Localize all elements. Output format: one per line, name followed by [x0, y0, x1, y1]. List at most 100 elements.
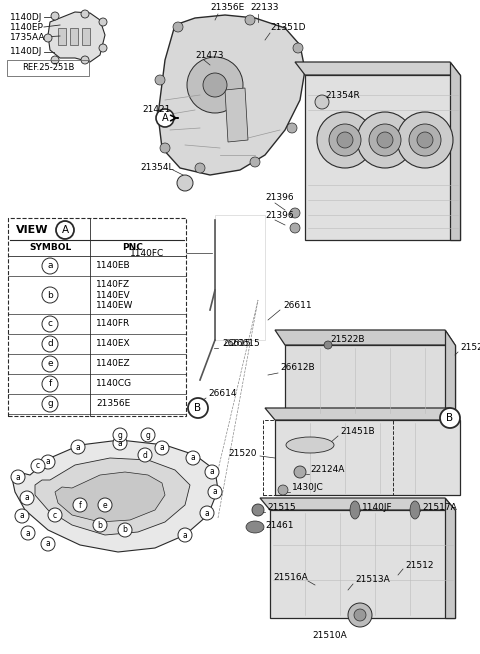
Text: c: c	[53, 511, 57, 519]
Text: A: A	[162, 113, 168, 123]
Circle shape	[138, 448, 152, 462]
Circle shape	[200, 506, 214, 520]
Circle shape	[93, 518, 107, 532]
Circle shape	[42, 356, 58, 372]
Circle shape	[440, 408, 460, 428]
Circle shape	[178, 528, 192, 542]
Text: g: g	[118, 430, 122, 439]
Text: f: f	[79, 500, 82, 509]
Circle shape	[293, 43, 303, 53]
Circle shape	[177, 175, 193, 191]
Text: 26612B: 26612B	[280, 364, 314, 373]
Circle shape	[42, 316, 58, 332]
Text: a: a	[213, 487, 217, 496]
Polygon shape	[270, 510, 455, 618]
Text: 21356E: 21356E	[210, 3, 244, 12]
Text: PNC: PNC	[122, 243, 144, 252]
Circle shape	[329, 124, 361, 156]
Text: b: b	[47, 290, 53, 300]
Ellipse shape	[246, 521, 264, 533]
Circle shape	[208, 485, 222, 499]
Text: 21421: 21421	[142, 105, 170, 114]
Text: B: B	[194, 403, 202, 413]
Circle shape	[205, 465, 219, 479]
Circle shape	[317, 112, 373, 168]
Circle shape	[81, 10, 89, 18]
Text: 21512: 21512	[405, 560, 433, 570]
Text: a: a	[160, 443, 164, 453]
Text: 21451B: 21451B	[340, 428, 374, 436]
Circle shape	[56, 221, 74, 239]
Polygon shape	[58, 28, 66, 45]
Text: A: A	[61, 225, 69, 235]
Polygon shape	[158, 15, 305, 175]
Circle shape	[324, 341, 332, 349]
Polygon shape	[305, 75, 460, 240]
Circle shape	[42, 376, 58, 392]
Text: 1140EB: 1140EB	[96, 262, 131, 271]
Text: ☖26615: ☖26615	[223, 339, 260, 347]
Text: a: a	[46, 458, 50, 466]
Circle shape	[155, 441, 169, 455]
Text: 21351D: 21351D	[270, 24, 305, 33]
Circle shape	[369, 124, 401, 156]
Circle shape	[186, 451, 200, 465]
Text: 1140EP: 1140EP	[10, 22, 44, 31]
Polygon shape	[450, 62, 460, 240]
Circle shape	[11, 470, 25, 484]
Text: 1140FZ
1140EV
1140EW: 1140FZ 1140EV 1140EW	[96, 280, 133, 310]
Text: c: c	[36, 462, 40, 470]
Text: SYMBOL: SYMBOL	[29, 243, 71, 252]
Text: a: a	[191, 453, 195, 462]
Text: 21396: 21396	[265, 194, 294, 203]
Circle shape	[51, 56, 59, 64]
Polygon shape	[70, 28, 78, 45]
Text: a: a	[25, 528, 30, 538]
Circle shape	[15, 509, 29, 523]
Circle shape	[250, 157, 260, 167]
Text: 1140JF: 1140JF	[362, 502, 393, 511]
Circle shape	[21, 526, 35, 540]
Text: 1430JC: 1430JC	[292, 483, 324, 492]
Text: REF.25-251B: REF.25-251B	[22, 63, 74, 73]
Text: 1140DJ: 1140DJ	[10, 12, 42, 22]
Circle shape	[141, 428, 155, 442]
Text: VIEW: VIEW	[16, 225, 48, 235]
Circle shape	[41, 455, 55, 469]
Text: 21356E: 21356E	[96, 400, 130, 409]
Circle shape	[165, 255, 175, 265]
Circle shape	[160, 143, 170, 153]
Polygon shape	[275, 330, 455, 345]
Text: d: d	[47, 339, 53, 349]
Text: a: a	[20, 511, 24, 521]
Text: 26611: 26611	[283, 300, 312, 309]
Circle shape	[195, 163, 205, 173]
Polygon shape	[275, 420, 460, 495]
Circle shape	[113, 436, 127, 450]
Circle shape	[155, 75, 165, 85]
Circle shape	[118, 523, 132, 537]
Text: d: d	[143, 451, 147, 460]
Circle shape	[99, 44, 107, 52]
Polygon shape	[12, 440, 218, 552]
Polygon shape	[285, 345, 455, 415]
Circle shape	[98, 498, 112, 512]
Circle shape	[252, 504, 264, 516]
Circle shape	[203, 73, 227, 97]
Text: 21516A: 21516A	[273, 574, 308, 583]
FancyBboxPatch shape	[8, 218, 186, 416]
Polygon shape	[55, 472, 165, 522]
Circle shape	[278, 485, 288, 495]
Circle shape	[409, 124, 441, 156]
Text: 1140FC: 1140FC	[130, 249, 164, 258]
Text: 26614: 26614	[208, 388, 237, 398]
Text: c: c	[48, 320, 52, 328]
Text: a: a	[47, 262, 53, 271]
Circle shape	[51, 12, 59, 20]
Text: a: a	[16, 472, 20, 481]
Text: a: a	[24, 494, 29, 502]
Polygon shape	[225, 88, 248, 142]
Circle shape	[348, 603, 372, 627]
Polygon shape	[445, 498, 455, 618]
Text: B: B	[446, 413, 454, 423]
